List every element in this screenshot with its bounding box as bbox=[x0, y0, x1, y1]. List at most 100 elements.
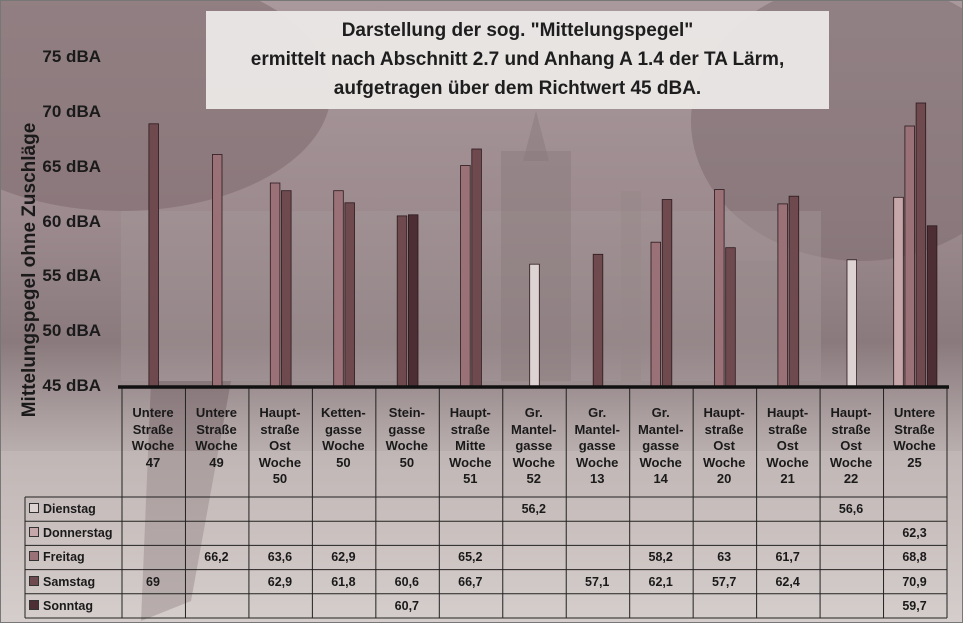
category-label-line: Gr. bbox=[651, 405, 670, 420]
bar-samstag bbox=[396, 215, 408, 388]
data-label: 62,1 bbox=[648, 574, 673, 589]
legend-label: Samstag bbox=[43, 574, 96, 589]
data-label: 62,3 bbox=[902, 526, 927, 541]
bar-freitag bbox=[460, 165, 471, 388]
bar-samstag bbox=[592, 253, 604, 388]
chart-title-line-1: Darstellung der sog. "Mittelungspegel" bbox=[341, 20, 694, 41]
category-label-line: Woche bbox=[385, 438, 429, 453]
category-label-line: Woche bbox=[639, 454, 682, 470]
category-label-line: gasse bbox=[578, 438, 616, 453]
legend-swatch bbox=[29, 503, 39, 513]
category-label-line: Haupt- bbox=[767, 405, 809, 420]
category-label-line: Untere bbox=[195, 405, 238, 420]
category-label-line: 47 bbox=[145, 454, 161, 470]
bar-samstag bbox=[281, 190, 292, 388]
category-label-line: straße bbox=[831, 421, 871, 437]
category-label-line: Mantel- bbox=[574, 421, 620, 437]
category-label-line: 51 bbox=[463, 471, 478, 486]
category-label: Untere Straße Woche 25 bbox=[884, 405, 946, 471]
category-label: Untere Straße Woche 49 bbox=[185, 405, 247, 471]
category-label: Gr. Mantel-gasse Woche 52 bbox=[503, 405, 565, 488]
data-label: 57,7 bbox=[711, 574, 737, 589]
category-label-line: 20 bbox=[716, 471, 732, 486]
data-label: 56,2 bbox=[521, 502, 546, 516]
bar-samstag bbox=[471, 148, 482, 388]
category-label-line: Stein- bbox=[388, 405, 425, 420]
bar-freitag bbox=[650, 241, 662, 388]
category-label: Haupt-straße Ost Woche 20 bbox=[693, 405, 755, 488]
title-box: Darstellung der sog. "Mittelungspegel" e… bbox=[206, 11, 829, 109]
category-label-line: Woche bbox=[576, 454, 619, 470]
y-tick-label: 45 dBA bbox=[42, 376, 101, 395]
bar-freitag bbox=[211, 154, 223, 388]
category-label-line: 22 bbox=[843, 471, 859, 486]
category-label-line: Straße bbox=[894, 421, 935, 437]
y-tick-label: 60 dBA bbox=[42, 211, 101, 231]
bar-freitag bbox=[777, 203, 788, 388]
legend-sonntag: Sonntag bbox=[29, 599, 123, 613]
bar-freitag bbox=[333, 190, 344, 388]
bar-donnerstag bbox=[893, 196, 904, 388]
category-label-line: Ost bbox=[776, 438, 799, 453]
category-label-line: Woche bbox=[702, 454, 746, 470]
bar-freitag bbox=[904, 125, 915, 388]
category-label-line: Woche bbox=[512, 454, 555, 470]
category-label: Haupt-straße Ost Woche 21 bbox=[757, 405, 819, 488]
category-label-line: Woche bbox=[449, 454, 492, 470]
bar-samstag bbox=[788, 195, 800, 388]
bar-freitag bbox=[714, 189, 725, 388]
category-label-line: Ketten- bbox=[320, 405, 366, 420]
y-tick-label: 65 dBA bbox=[42, 156, 101, 176]
legend-label: Dienstag bbox=[43, 502, 96, 516]
category-label: Untere Straße Woche 47 bbox=[122, 405, 184, 471]
data-label: 56,6 bbox=[838, 502, 864, 516]
category-label-line: Woche bbox=[766, 454, 809, 470]
legend-samstag: Samstag bbox=[29, 575, 123, 589]
category-label-line: Woche bbox=[893, 438, 936, 453]
category-label-line: straße bbox=[704, 421, 744, 437]
data-label: 60,7 bbox=[394, 598, 420, 613]
category-label-line: gasse bbox=[515, 438, 553, 453]
data-label: 62,9 bbox=[331, 550, 356, 565]
data-label: 63,6 bbox=[267, 550, 293, 565]
category-label-line: straße bbox=[450, 421, 490, 437]
category-label-line: Mantel- bbox=[511, 421, 557, 437]
category-label-line: gasse bbox=[324, 421, 362, 437]
data-label: 61,8 bbox=[331, 574, 356, 589]
category-label-line: gasse bbox=[388, 421, 426, 437]
data-label: 61,7 bbox=[775, 550, 800, 565]
bar-sonntag bbox=[926, 225, 938, 388]
data-label: 70,9 bbox=[902, 574, 927, 589]
category-label-line: Ost bbox=[840, 438, 862, 453]
data-label: 57,1 bbox=[585, 574, 610, 589]
bar-samstag bbox=[344, 202, 355, 388]
bar-samstag bbox=[725, 247, 736, 388]
category-label-line: 49 bbox=[209, 454, 224, 470]
category-label-line: 25 bbox=[907, 454, 922, 470]
data-label: 69 bbox=[146, 574, 160, 589]
bar-samstag bbox=[148, 123, 159, 388]
category-label-line: 50 bbox=[336, 454, 351, 470]
data-label: 63 bbox=[717, 550, 732, 565]
legend-swatch bbox=[29, 551, 39, 562]
category-label: Gr. Mantel-gasse Woche 14 bbox=[630, 405, 692, 488]
category-label-line: Untere bbox=[132, 405, 174, 420]
bar-dienstag bbox=[529, 263, 540, 388]
category-label-line: Haupt- bbox=[703, 405, 745, 420]
data-label: 66,7 bbox=[458, 574, 483, 589]
bar-samstag bbox=[915, 102, 927, 388]
bar-freitag bbox=[269, 182, 281, 388]
category-label-line: Woche bbox=[322, 438, 365, 453]
legend-swatch bbox=[29, 599, 39, 610]
legend-swatch bbox=[29, 575, 39, 586]
category-label-line: Mantel- bbox=[637, 421, 684, 437]
category-label-line: 13 bbox=[589, 471, 605, 486]
y-tick-label: 50 dBA bbox=[42, 321, 101, 341]
data-label: 62,4 bbox=[775, 574, 800, 589]
bar-samstag bbox=[661, 199, 673, 388]
data-label: 68,8 bbox=[902, 550, 927, 565]
data-label: 65,2 bbox=[458, 550, 483, 565]
legend-donnerstag: Donnerstag bbox=[29, 526, 123, 540]
